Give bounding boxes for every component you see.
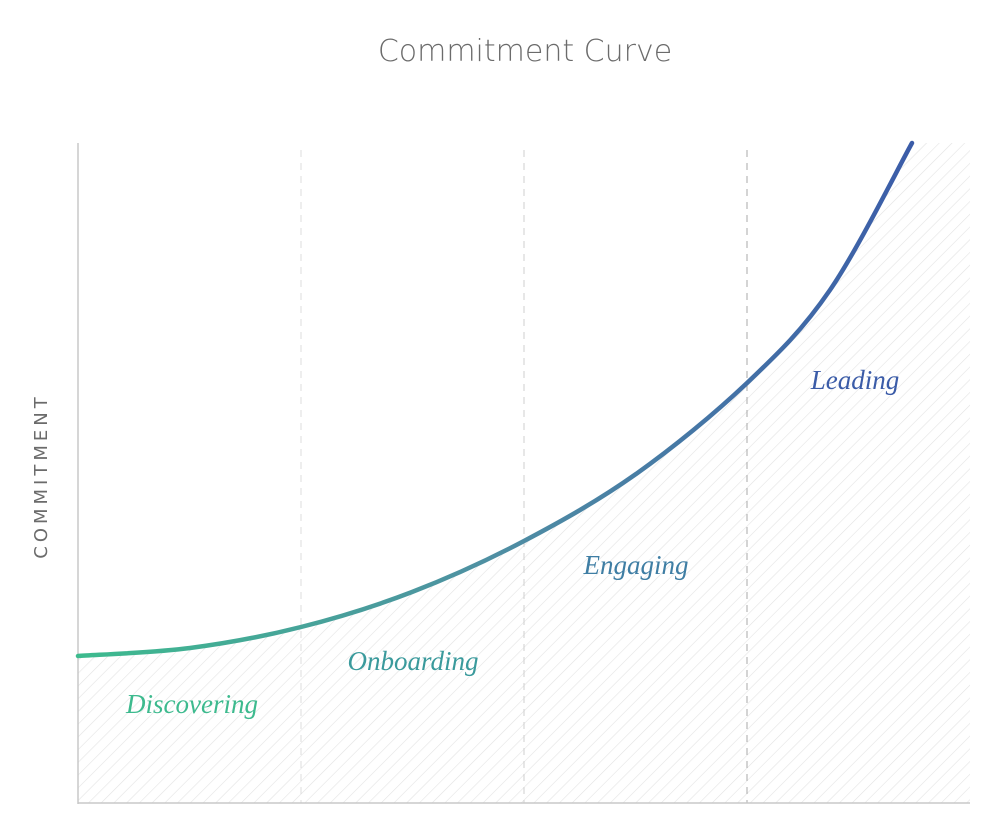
commitment-curve	[75, 140, 915, 659]
stage-label: Engaging	[583, 550, 689, 580]
title: Commitment Curve	[378, 34, 672, 69]
stage-dividers	[300, 150, 748, 803]
y-axis-label: COMMITMENT	[31, 393, 52, 558]
stage-label: Discovering	[125, 689, 258, 719]
stage-label: Leading	[810, 365, 900, 395]
stage-label: Onboarding	[347, 646, 478, 676]
